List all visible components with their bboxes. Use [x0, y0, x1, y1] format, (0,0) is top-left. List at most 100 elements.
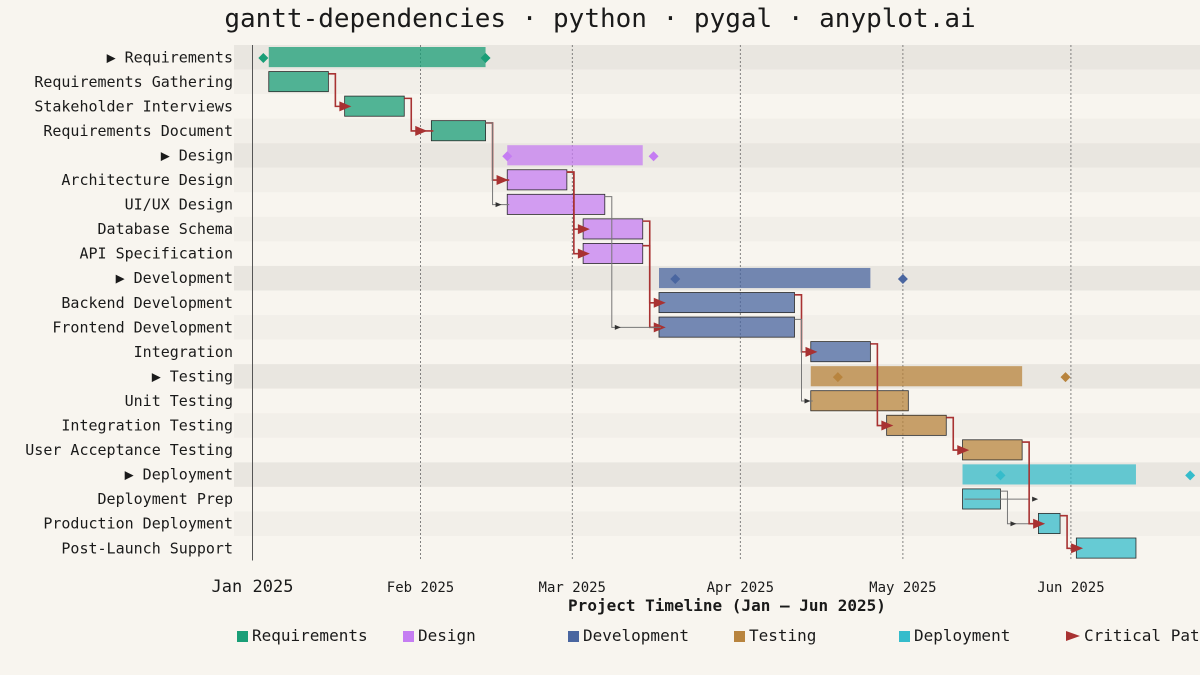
row-band — [234, 388, 1200, 414]
row-band — [234, 143, 1200, 168]
critical-arrowhead — [577, 224, 590, 235]
critical-arrowhead — [1071, 543, 1084, 554]
milestone-marker — [648, 151, 659, 162]
legend-swatch — [899, 631, 910, 642]
milestone-marker — [502, 151, 513, 162]
x-tick-label: Mar 2025 — [539, 580, 606, 596]
milestone-marker — [1060, 372, 1071, 383]
group-label: ▶ Requirements — [107, 48, 233, 66]
dependency-arrowhead — [1032, 496, 1039, 502]
task-label: Requirements Gathering — [34, 73, 233, 91]
row-band — [234, 118, 1200, 144]
task-label: Integration — [134, 343, 233, 361]
row-band — [234, 486, 1200, 512]
legend-label: Critical Path — [1084, 626, 1200, 645]
milestone-marker — [832, 372, 843, 383]
task-label: Unit Testing — [125, 392, 233, 410]
legend-label: Testing — [749, 626, 816, 645]
task-label: Database Schema — [98, 220, 233, 238]
x-tick-label: May 2025 — [869, 580, 936, 596]
legend-swatch — [568, 631, 579, 642]
legend-critical-arrow — [1066, 631, 1080, 641]
row-band — [234, 437, 1200, 463]
task-label: Integration Testing — [61, 417, 233, 435]
task-label: Architecture Design — [61, 171, 233, 189]
chart-title: gantt-dependencies · python · pygal · an… — [224, 4, 975, 34]
summary-bar — [507, 145, 643, 166]
summary-bar — [962, 464, 1136, 485]
x-tick-label: Feb 2025 — [387, 580, 454, 596]
group-label: ▶ Design — [161, 146, 233, 164]
x-axis-ticks: Jan 2025 Feb 2025 Mar 2025 Apr 2025 May 2025… — [212, 577, 1105, 597]
task-label: Post-Launch Support — [61, 539, 233, 557]
group-label: ▶ Testing — [152, 367, 233, 385]
legend-label: Deployment — [914, 626, 1010, 645]
critical-arrowhead — [339, 101, 352, 112]
legend-label: Design — [418, 626, 476, 645]
row-band — [234, 536, 1200, 561]
critical-arrowhead — [653, 297, 666, 308]
group-label: ▶ Deployment — [125, 466, 233, 484]
row-band — [234, 167, 1200, 193]
legend-label: Development — [583, 626, 689, 645]
task-bar — [1075, 537, 1137, 559]
summary-bar — [268, 47, 486, 68]
task-bar — [582, 218, 644, 240]
task-bar — [886, 414, 947, 436]
dependency-arrowhead — [1010, 521, 1017, 527]
row-band — [234, 241, 1200, 266]
critical-arrowhead — [881, 420, 894, 431]
task-label: User Acceptance Testing — [25, 441, 233, 459]
row-band — [234, 339, 1200, 365]
row-band — [234, 192, 1200, 217]
summary-bar — [810, 366, 1023, 387]
task-label: API Specification — [79, 245, 233, 263]
row-bands — [234, 45, 1200, 561]
critical-arrowhead — [577, 248, 590, 259]
task-label: Deployment Prep — [98, 490, 233, 508]
dependency-arrows — [328, 73, 1084, 554]
dependency-arrowhead — [495, 202, 502, 208]
x-tick-label: Apr 2025 — [707, 580, 774, 596]
task-bar — [506, 193, 606, 215]
milestone-marker — [480, 53, 491, 63]
dependency-line — [1000, 490, 1041, 525]
task-labels: ▶ Requirements Requirements Gathering Stak… — [25, 48, 233, 557]
x-tick-label: Jan 2025 — [212, 577, 294, 597]
task-bar — [962, 439, 1023, 461]
dependency-arrowhead — [614, 324, 621, 330]
task-label: Production Deployment — [43, 515, 233, 533]
critical-arrowhead — [496, 175, 509, 186]
group-label: ▶ Development — [116, 269, 233, 287]
task-bar — [810, 341, 871, 363]
legend-swatch — [734, 631, 745, 642]
dependency-arrowhead — [804, 398, 811, 404]
legend-swatch — [237, 631, 248, 642]
task-label: Stakeholder Interviews — [34, 97, 233, 115]
milestone-marker — [897, 273, 908, 284]
task-bar — [810, 390, 909, 412]
task-bar — [658, 292, 795, 314]
critical-arrowhead — [415, 125, 428, 136]
task-bar — [268, 71, 329, 93]
row-band — [234, 216, 1200, 242]
task-label: Frontend Development — [52, 318, 233, 336]
task-label: Requirements Document — [43, 122, 233, 140]
task-bar — [506, 169, 568, 191]
critical-arrowhead — [805, 346, 818, 357]
summary-bar — [659, 267, 871, 289]
critical-arrowhead — [1033, 518, 1046, 529]
task-bar — [344, 95, 405, 117]
row-band — [234, 69, 1200, 95]
task-label: UI/UX Design — [125, 196, 233, 214]
milestone-marker — [995, 470, 1006, 481]
task-bar — [658, 316, 795, 338]
legend-swatch — [403, 631, 414, 642]
task-bar — [582, 242, 644, 264]
dependency-line — [604, 196, 661, 328]
milestone-marker — [1185, 470, 1196, 481]
milestone-marker — [258, 53, 269, 63]
row-band — [234, 413, 1200, 438]
task-label: Backend Development — [61, 294, 233, 312]
